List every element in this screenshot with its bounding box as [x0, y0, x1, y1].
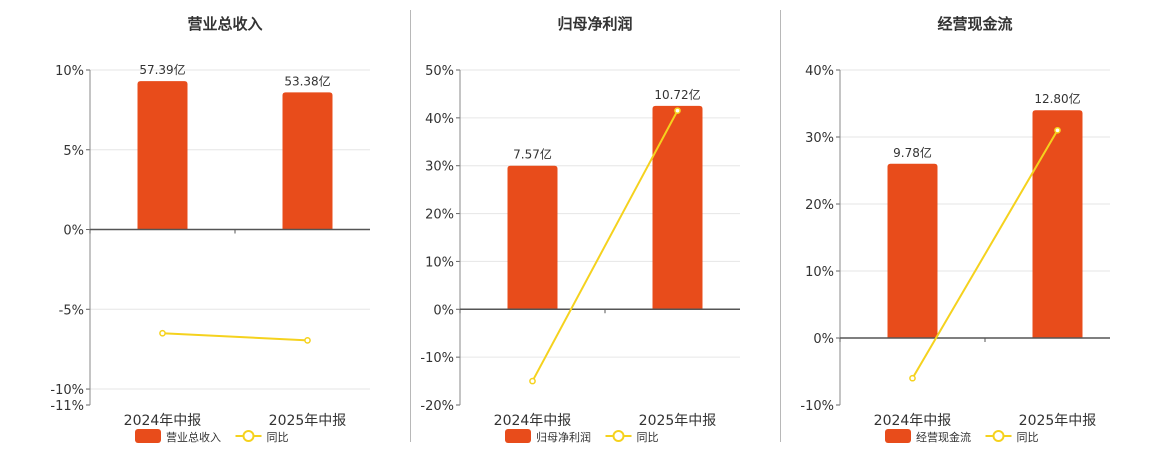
legend-bar-label[interactable]: 营业总收入 [166, 430, 221, 444]
y-tick-label: 20% [425, 208, 454, 223]
bar-2025年中报 [282, 92, 333, 230]
legend-line-marker[interactable] [612, 430, 625, 442]
bar-2025年中报 [1032, 110, 1083, 338]
bar-value-label: 10.72亿 [654, 87, 700, 102]
y-tick-label: -20% [420, 399, 454, 414]
bar-2024年中报 [887, 163, 938, 338]
legend-bar-swatch[interactable] [885, 429, 911, 443]
y-tick-label: -10% [50, 383, 84, 398]
y-tick-label: 10% [805, 265, 834, 280]
y-tick-label: -10% [800, 399, 834, 414]
y-tick-label: 5% [63, 144, 84, 159]
bar-2024年中报 [507, 165, 558, 310]
y-tick-label: 0% [813, 332, 834, 347]
yoy-line [911, 129, 1059, 379]
legend-line-label[interactable]: 同比 [637, 431, 659, 444]
legend-bar-swatch[interactable] [135, 429, 161, 443]
x-category-label: 2025年中报 [1019, 413, 1097, 429]
y-tick-label: 40% [425, 112, 454, 127]
chart-title: 归母净利润 [557, 15, 632, 33]
y-tick-label: 40% [805, 64, 834, 79]
bar-value-label: 12.80亿 [1034, 91, 1080, 106]
y-tick-label: 20% [805, 198, 834, 213]
yoy-point [529, 377, 536, 385]
chart-panel-net-profit: 归母净利润 50% 40% 30% 20% 10% 0% -10% -20% 7.57亿 10.72… [370, 0, 740, 450]
chart-svg-net-profit: 归母净利润 50% 40% 30% 20% 10% 0% -10% -20% 7.57亿 10.72… [420, 15, 740, 444]
y-tick-label: 30% [805, 131, 834, 146]
bar-value-label: 7.57亿 [513, 147, 552, 162]
y-tick-label: -11% [50, 399, 84, 414]
y-tick-label: 10% [55, 64, 84, 79]
yoy-point [159, 329, 166, 337]
yoy-point [304, 337, 311, 344]
y-tick-label: 10% [425, 255, 454, 270]
y-tick-label: 0% [63, 224, 84, 239]
legend-line-marker[interactable] [992, 430, 1005, 442]
chart-svg-revenue: 营业总收入 10% 5% 0% -5% -10%-11% 57.39亿 53.38亿 2024年… [50, 15, 370, 444]
y-tick-label: 50% [425, 64, 454, 79]
legend-bar-label[interactable]: 经营现金流 [916, 430, 971, 444]
bar-2024年中报 [137, 81, 188, 230]
y-tick-label: 0% [433, 303, 454, 318]
yoy-point [674, 107, 681, 115]
yoy-point [1054, 126, 1061, 134]
legend-line-marker[interactable] [242, 430, 255, 442]
legend-line-label[interactable]: 同比 [267, 431, 289, 444]
bar-value-label: 53.38亿 [284, 73, 330, 88]
bar-2025年中报 [652, 105, 703, 310]
chart-title: 经营现金流 [937, 15, 1012, 33]
x-category-label: 2025年中报 [269, 413, 347, 429]
y-tick-label: -10% [420, 351, 454, 366]
x-category-label: 2024年中报 [124, 413, 202, 429]
chart-panel-revenue: 营业总收入 10% 5% 0% -5% -10% -11% 57.39亿 53.38亿 2024年… [0, 0, 370, 450]
legend-bar-label[interactable]: 归母净利润 [536, 430, 591, 444]
panel-divider [780, 10, 781, 442]
chart-panel-cash-flow: 经营现金流 40% 30% 20% 10% 0% -10% 9.78亿 12.80亿 2024年中… [740, 0, 1110, 450]
y-tick-label: -5% [59, 303, 84, 318]
bar-value-label: 9.78亿 [893, 145, 932, 160]
x-category-label: 2024年中报 [874, 413, 952, 429]
y-tick-label: 30% [425, 160, 454, 175]
x-category-label: 2024年中报 [494, 413, 572, 429]
legend-bar-swatch[interactable] [505, 429, 531, 443]
x-category-label: 2025年中报 [639, 413, 717, 429]
yoy-point [909, 374, 916, 382]
panel-divider [410, 10, 411, 442]
chart-svg-cash-flow: 经营现金流 40% 30% 20% 10% 0% -10% 9.78亿 12.80亿 2024年中… [800, 15, 1110, 444]
yoy-line [162, 332, 308, 342]
bar-value-label: 57.39亿 [139, 62, 185, 77]
yoy-line [531, 110, 679, 382]
legend-line-label[interactable]: 同比 [1017, 431, 1039, 444]
chart-title: 营业总收入 [187, 15, 262, 33]
